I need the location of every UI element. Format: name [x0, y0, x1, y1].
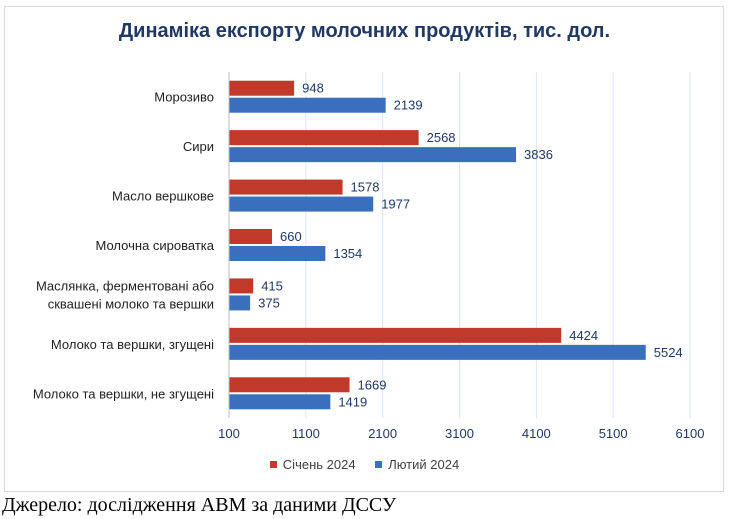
chart-frame: [4, 6, 724, 492]
bar-series-2: [229, 147, 517, 163]
category-label: Морозиво: [154, 90, 214, 105]
data-label: 660: [280, 229, 302, 244]
legend-swatch: [375, 461, 383, 468]
category-label: сквашені молоко та вершки: [48, 296, 214, 311]
chart-legend: Січень 2024 Лютий 2024: [0, 456, 729, 472]
bar-series-2: [229, 295, 251, 311]
bar-series-1: [229, 80, 295, 96]
category-label: Молоко та вершки, згущені: [51, 337, 214, 352]
legend-swatch: [269, 461, 277, 468]
x-tick-label: 2100: [368, 426, 397, 441]
bar-series-2: [229, 394, 331, 410]
data-label: 948: [302, 81, 324, 96]
bar-series-1: [229, 278, 254, 294]
data-label: 2139: [394, 98, 423, 113]
data-label: 2568: [427, 130, 456, 145]
bar-series-2: [229, 97, 386, 113]
category-label: Масло вершкове: [112, 189, 214, 204]
x-tick-label: 5100: [599, 426, 628, 441]
x-tick-label: 3100: [445, 426, 474, 441]
category-label: Молочна сироватка: [96, 238, 215, 253]
data-label: 375: [258, 295, 280, 310]
bar-series-1: [229, 229, 273, 244]
bar-series-2: [229, 196, 374, 212]
data-label: 1354: [333, 246, 362, 261]
data-label: 4424: [569, 328, 598, 343]
bar-series-1: [229, 179, 343, 195]
x-tick-label: 6100: [676, 426, 705, 441]
data-label: 1977: [381, 197, 410, 212]
legend-item-series-1: Січень 2024: [269, 457, 356, 472]
bar-series-2: [229, 344, 646, 360]
data-label: 415: [261, 278, 283, 293]
bar-series-2: [229, 246, 326, 261]
x-tick-label: 4100: [522, 426, 551, 441]
source-note: Джерело: дослідження АВМ за даними ДССУ: [2, 494, 397, 516]
legend-label: Січень 2024: [282, 457, 356, 472]
x-tick-label: 1100: [292, 426, 320, 441]
chart-title: Динаміка експорту молочних продуктів, ти…: [118, 20, 611, 42]
category-label: Молоко та вершки, не згущені: [33, 386, 214, 401]
data-label: 1669: [358, 377, 387, 392]
legend-item-series-2: Лютий 2024: [375, 457, 459, 472]
bar-series-1: [229, 377, 350, 393]
bar-series-1: [229, 130, 419, 146]
data-label: 1578: [351, 180, 380, 195]
data-label: 3836: [524, 147, 553, 162]
category-label: Маслянка, ферментовані або: [36, 278, 214, 293]
data-label: 5524: [654, 345, 683, 360]
bar-series-1: [229, 327, 562, 343]
x-tick-label: 100: [218, 426, 240, 441]
category-label: Сири: [183, 139, 214, 154]
legend-label: Лютий 2024: [388, 457, 460, 472]
data-label: 1419: [338, 394, 367, 409]
